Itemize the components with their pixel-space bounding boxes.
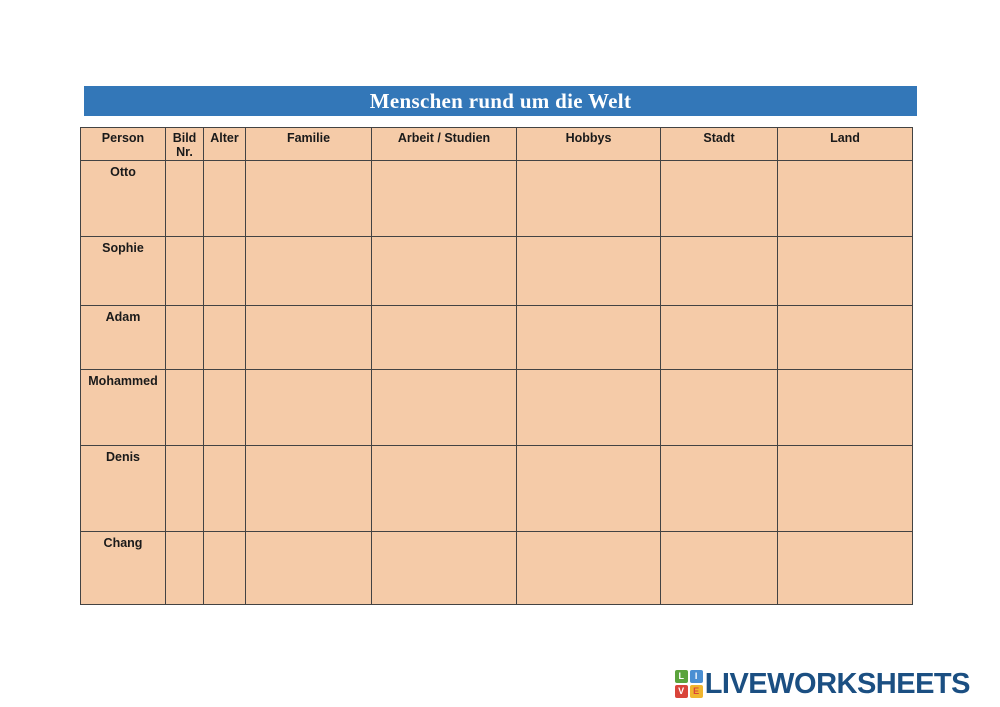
answer-cell[interactable] <box>660 369 778 446</box>
col-header-bild-nr: Bild Nr. <box>165 127 204 161</box>
answer-cell[interactable] <box>516 305 661 370</box>
answer-cell[interactable] <box>371 236 517 306</box>
answer-cell[interactable] <box>245 305 372 370</box>
answer-cell[interactable] <box>777 531 913 605</box>
answer-cell[interactable] <box>660 236 778 306</box>
answer-cell[interactable] <box>660 445 778 532</box>
liveworksheets-logo-text: LIVEWORKSHEETS <box>704 667 971 700</box>
answer-cell[interactable] <box>371 160 517 237</box>
answer-cell[interactable] <box>165 531 204 605</box>
title-bar: Menschen rund um die Welt <box>84 86 917 116</box>
table-row-sophie: Sophie <box>80 236 913 306</box>
col-header-land: Land <box>777 127 913 161</box>
answer-cell[interactable] <box>516 160 661 237</box>
worksheet-title: Menschen rund um die Welt <box>369 89 632 113</box>
answer-cell[interactable] <box>777 445 913 532</box>
person-name-cell: Mohammed <box>80 369 166 446</box>
answer-cell[interactable] <box>203 369 246 446</box>
answer-cell[interactable] <box>245 445 372 532</box>
answer-cell[interactable] <box>516 236 661 306</box>
answer-cell[interactable] <box>371 369 517 446</box>
liveworksheets-logo[interactable]: L I V E LIVEWORKSHEETS <box>674 666 971 702</box>
logo-square-i: I <box>689 670 703 683</box>
col-header-person: Person <box>80 127 166 161</box>
answer-cell[interactable] <box>203 445 246 532</box>
answer-cell[interactable] <box>516 531 661 605</box>
logo-square-l: L <box>674 670 688 683</box>
answer-cell[interactable] <box>203 305 246 370</box>
answer-cell[interactable] <box>165 305 204 370</box>
answer-cell[interactable] <box>203 160 246 237</box>
person-name-cell: Denis <box>80 445 166 532</box>
answer-cell[interactable] <box>371 445 517 532</box>
col-header-alter: Alter <box>203 127 246 161</box>
answer-cell[interactable] <box>203 236 246 306</box>
answer-cell[interactable] <box>777 160 913 237</box>
col-header-arbeit-studien: Arbeit / Studien <box>371 127 517 161</box>
answer-cell[interactable] <box>245 236 372 306</box>
logo-square-v: V <box>674 685 688 698</box>
liveworksheets-logo-icon: L I V E <box>674 670 703 698</box>
col-header-familie: Familie <box>245 127 372 161</box>
person-name-cell: Sophie <box>80 236 166 306</box>
answer-cell[interactable] <box>660 531 778 605</box>
worksheet-table: Person Bild Nr. Alter Familie Arbeit / S… <box>80 127 913 605</box>
col-header-hobbys: Hobbys <box>516 127 661 161</box>
logo-square-e: E <box>689 685 703 698</box>
answer-cell[interactable] <box>660 305 778 370</box>
header-row: Person Bild Nr. Alter Familie Arbeit / S… <box>80 127 913 161</box>
answer-cell[interactable] <box>245 531 372 605</box>
answer-cell[interactable] <box>165 160 204 237</box>
answer-cell[interactable] <box>245 160 372 237</box>
table-row-mohammed: Mohammed <box>80 369 913 446</box>
answer-cell[interactable] <box>203 531 246 605</box>
answer-cell[interactable] <box>371 531 517 605</box>
answer-cell[interactable] <box>371 305 517 370</box>
person-name-cell: Chang <box>80 531 166 605</box>
table-row-chang: Chang <box>80 531 913 605</box>
answer-cell[interactable] <box>777 305 913 370</box>
answer-cell[interactable] <box>165 236 204 306</box>
answer-cell[interactable] <box>516 445 661 532</box>
answer-cell[interactable] <box>165 369 204 446</box>
table-row-otto: Otto <box>80 160 913 237</box>
answer-cell[interactable] <box>165 445 204 532</box>
answer-cell[interactable] <box>245 369 372 446</box>
answer-cell[interactable] <box>660 160 778 237</box>
person-name-cell: Adam <box>80 305 166 370</box>
table-row-adam: Adam <box>80 305 913 370</box>
col-header-stadt: Stadt <box>660 127 778 161</box>
person-name-cell: Otto <box>80 160 166 237</box>
answer-cell[interactable] <box>777 369 913 446</box>
table-row-denis: Denis <box>80 445 913 532</box>
answer-cell[interactable] <box>516 369 661 446</box>
answer-cell[interactable] <box>777 236 913 306</box>
